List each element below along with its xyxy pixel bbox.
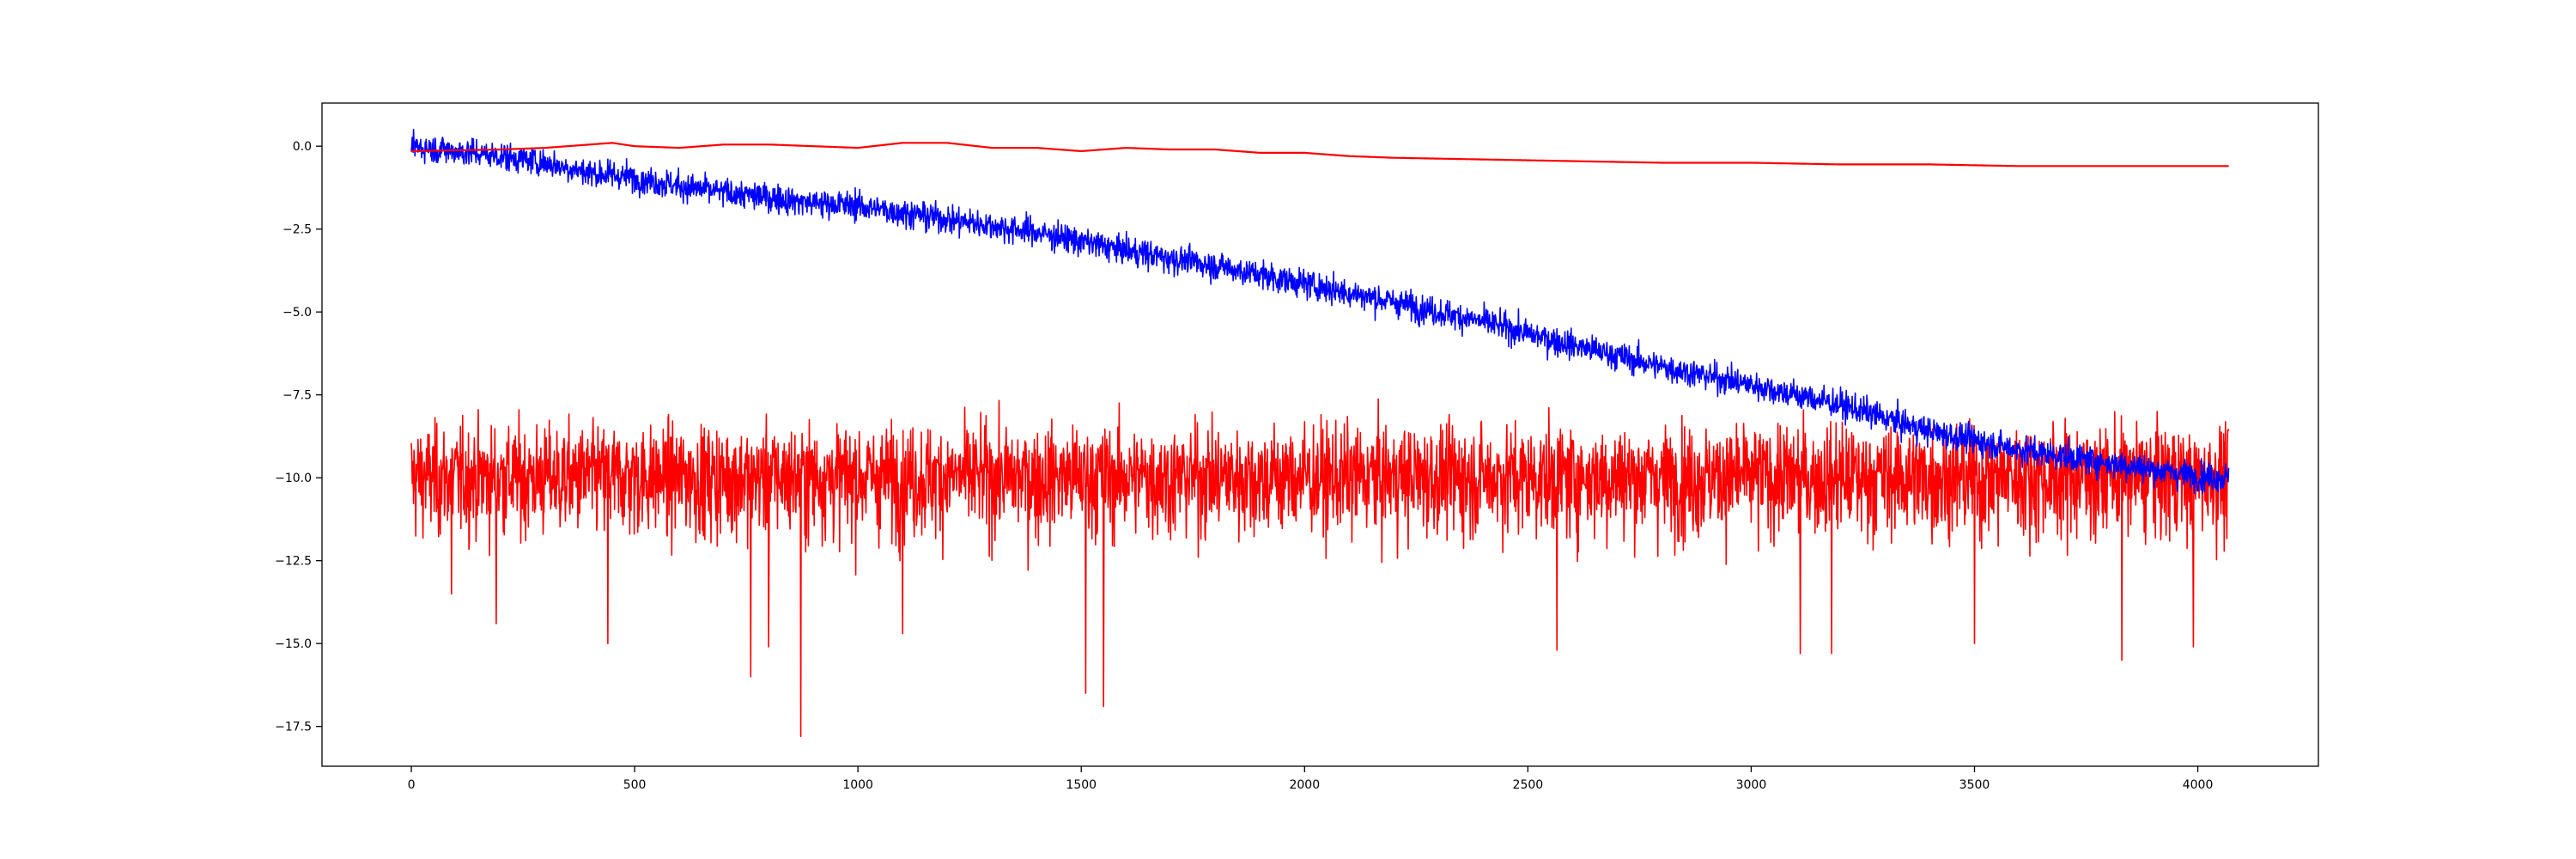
x-tick-label: 500 (623, 778, 647, 792)
y-tick-label: −10.0 (275, 472, 312, 485)
y-tick-label: −12.5 (275, 555, 312, 569)
y-tick-label: −2.5 (283, 223, 312, 237)
x-tick-label: 2000 (1289, 778, 1320, 792)
y-tick-label: −15.0 (275, 637, 312, 651)
series-line-2 (410, 398, 2230, 738)
x-tick-label: 3500 (1959, 778, 1990, 792)
series-line-1 (410, 142, 2229, 168)
y-axis: 0.0 −2.5 −5.0 −7.5 −10.0 −12.5 −15.0 −17.5 (275, 140, 322, 734)
series-line-0 (410, 128, 2230, 495)
x-tick-label: 4000 (2183, 778, 2214, 792)
x-tick-label: 1000 (842, 778, 873, 792)
y-tick-label: 0.0 (293, 140, 312, 154)
x-tick-label: 0 (408, 778, 416, 792)
x-tick-label: 1500 (1066, 778, 1097, 792)
series-layer (410, 128, 2230, 738)
plot-frame (321, 102, 2319, 767)
plot-area (322, 103, 2318, 766)
x-tick-label: 3000 (1736, 778, 1767, 792)
y-tick-label: −7.5 (283, 389, 312, 403)
x-axis: 0 500 1000 1500 2000 2500 3000 3500 4000 (408, 766, 2214, 792)
y-tick-label: −5.0 (283, 306, 312, 320)
y-tick-label: −17.5 (275, 721, 312, 734)
x-tick-label: 2500 (1513, 778, 1544, 792)
